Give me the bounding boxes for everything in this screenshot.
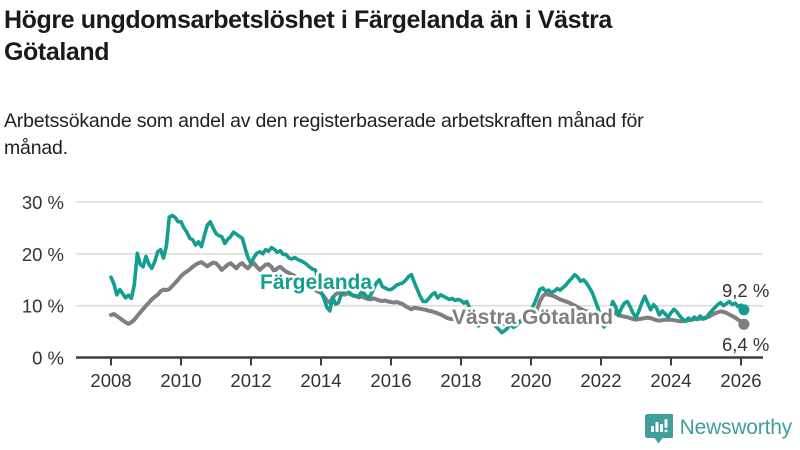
x-axis [76, 356, 763, 366]
bar-medium [659, 424, 663, 432]
chart-subtitle: Arbetssökande som andel av den registerb… [4, 110, 644, 159]
end-dot-v-stra-g-taland [738, 318, 750, 330]
page-title: Högre ungdomsarbetslöshet i Färgelanda ä… [4, 6, 612, 66]
y-tick-0: 0 % [32, 348, 64, 369]
x-tick-2024: 2024 [650, 370, 691, 391]
end-dot-f-rgelanda [738, 304, 750, 316]
exclamation-stem [664, 419, 668, 428]
bar-small [650, 426, 654, 432]
series-label-vastra-gotaland: Västra Götaland [452, 306, 613, 329]
unemployment-line-chart: 0 % 10 % 20 % 30 % 2008 2010 2012 2014 2… [22, 192, 769, 391]
newsworthy-attribution: Newsworthy [644, 412, 793, 444]
x-tick-2026: 2026 [720, 370, 761, 391]
bar-tall [655, 422, 659, 432]
gridlines [76, 201, 763, 307]
line-f-rgelanda [109, 213, 746, 335]
y-tick-20: 20 % [22, 244, 64, 265]
speech-bubble-shape [644, 414, 673, 444]
series-lines [109, 213, 750, 335]
newsworthy-logo-icon [644, 414, 673, 444]
x-axis-labels: 2008 2010 2012 2014 2016 2018 2020 2022 … [90, 370, 761, 391]
y-tick-10: 10 % [22, 296, 64, 317]
x-tick-2014: 2014 [300, 370, 341, 391]
y-axis-labels: 0 % 10 % 20 % 30 % [22, 192, 64, 369]
line-v-stra-g-taland [109, 260, 746, 327]
x-tick-2020: 2020 [510, 370, 551, 391]
exclamation-dot [664, 429, 668, 433]
x-tick-2016: 2016 [370, 370, 411, 391]
x-tick-2022: 2022 [580, 370, 621, 391]
x-tick-2010: 2010 [160, 370, 201, 391]
series-label-fargelanda: Färgelanda [260, 271, 372, 294]
x-tick-2008: 2008 [90, 370, 131, 391]
end-value-label-vastra-gotaland: 6,4 % [722, 334, 769, 355]
y-tick-30: 30 % [22, 192, 64, 213]
newsworthy-brand-text: Newsworthy [679, 416, 793, 439]
x-tick-2018: 2018 [440, 370, 481, 391]
end-value-label-fargelanda: 9,2 % [722, 280, 769, 301]
x-tick-2012: 2012 [230, 370, 271, 391]
